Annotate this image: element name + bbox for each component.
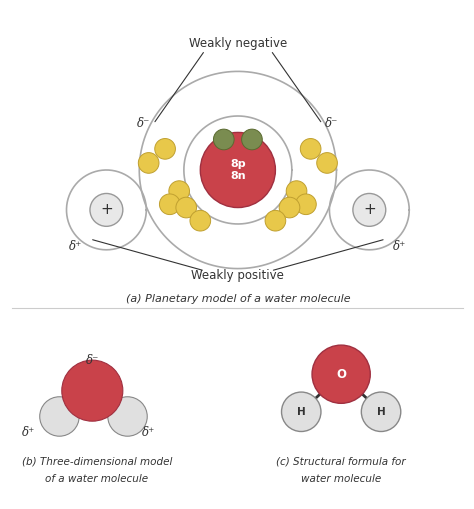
Text: (c) Structural formula for: (c) Structural formula for (276, 456, 406, 466)
Circle shape (361, 392, 401, 432)
Text: δ⁺: δ⁺ (393, 240, 407, 252)
Circle shape (169, 181, 190, 202)
Text: (b) Three-dimensional model: (b) Three-dimensional model (22, 456, 172, 466)
Circle shape (190, 210, 210, 231)
Text: δ⁻: δ⁻ (137, 118, 151, 130)
Circle shape (282, 392, 321, 432)
Text: H: H (297, 407, 306, 417)
Text: H: H (377, 407, 385, 417)
Circle shape (90, 193, 123, 227)
Circle shape (279, 197, 300, 218)
Circle shape (176, 197, 197, 218)
Text: δ⁺: δ⁺ (22, 427, 36, 439)
Circle shape (353, 193, 386, 227)
Text: +: + (100, 203, 113, 217)
Circle shape (312, 345, 370, 403)
Text: Weakly negative: Weakly negative (189, 37, 287, 50)
Text: δ⁻: δ⁻ (86, 354, 99, 366)
Circle shape (159, 194, 180, 215)
Text: of a water molecule: of a water molecule (46, 474, 148, 484)
Circle shape (296, 194, 316, 215)
Circle shape (286, 181, 307, 202)
Circle shape (201, 132, 275, 208)
Circle shape (301, 138, 321, 159)
Circle shape (138, 153, 159, 173)
Text: Weakly positive: Weakly positive (191, 269, 284, 282)
Circle shape (62, 360, 123, 421)
Text: O: O (336, 367, 346, 381)
Text: δ⁺: δ⁺ (69, 240, 82, 252)
Circle shape (40, 397, 79, 436)
Circle shape (317, 153, 337, 173)
Text: δ⁺: δ⁺ (142, 427, 155, 439)
Circle shape (155, 138, 175, 159)
Circle shape (265, 210, 286, 231)
Text: water molecule: water molecule (301, 474, 381, 484)
Circle shape (213, 129, 234, 150)
Circle shape (242, 129, 262, 150)
Circle shape (108, 397, 147, 436)
Text: 8p
8n: 8p 8n (230, 159, 246, 181)
Text: (a) Planetary model of a water molecule: (a) Planetary model of a water molecule (126, 294, 350, 304)
Text: +: + (363, 203, 376, 217)
Text: δ⁻: δ⁻ (325, 118, 338, 130)
